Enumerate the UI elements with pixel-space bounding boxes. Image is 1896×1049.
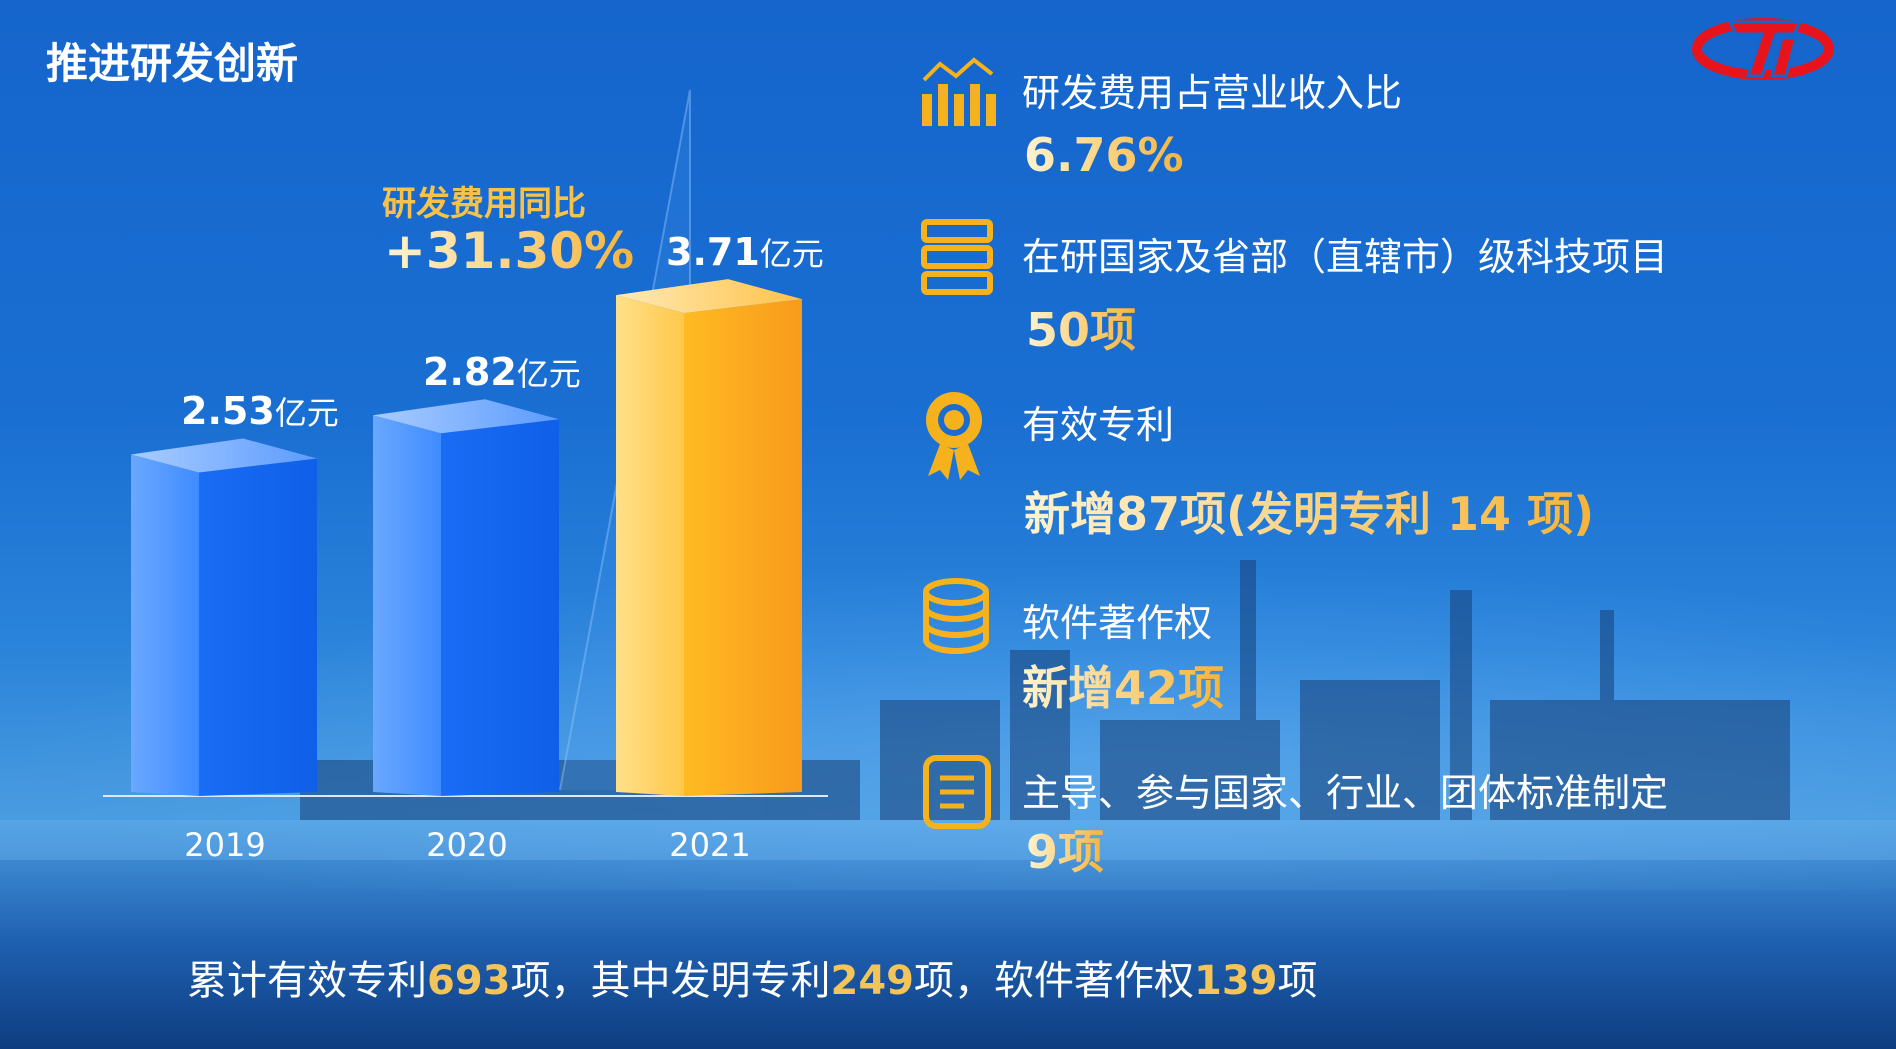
stat-label: 主导、参与国家、行业、团体标准制定	[1022, 771, 1669, 815]
stat-value: 50项	[1026, 294, 1136, 360]
stat-label: 软件著作权	[1022, 601, 1213, 645]
stat-value: 9项	[1026, 816, 1104, 882]
summary-text: 项，软件著作权	[914, 958, 1194, 1004]
summary-text: 累计有效专利	[187, 958, 427, 1004]
bar-right-face	[199, 458, 317, 796]
stat-value: 6.76%	[1024, 128, 1184, 182]
bar-right-face	[441, 419, 559, 796]
bar-value: 2.82	[423, 350, 517, 395]
summary-number: 693	[427, 958, 511, 1004]
summary-number: 249	[830, 958, 915, 1004]
bar-value-label: 3.71亿元	[666, 229, 824, 275]
bar-unit: 亿元	[274, 394, 339, 433]
bar-top-face	[131, 438, 317, 473]
bar-value-label: 2.53亿元	[181, 388, 339, 434]
bar-chart-icon	[922, 57, 996, 126]
bar-2020	[373, 399, 559, 796]
company-logo	[1692, 18, 1834, 80]
bar-top-face	[373, 399, 559, 434]
x-tick-label: 2020	[426, 826, 508, 864]
award-medal-icon	[926, 392, 982, 480]
bar-2021	[616, 279, 802, 796]
database-icon	[923, 578, 989, 655]
bar-left-face	[373, 415, 441, 796]
page-title: 推进研发创新	[46, 39, 299, 88]
yoy-value: +31.30%	[384, 222, 635, 280]
bar-unit: 亿元	[759, 235, 824, 274]
x-tick-label: 2019	[184, 826, 266, 864]
bar-top-face	[616, 279, 802, 314]
bar-2019	[131, 438, 317, 796]
bar-value: 2.53	[181, 389, 275, 434]
stat-value: 新增87项(发明专利 14 项)	[1024, 478, 1594, 544]
yoy-label: 研发费用同比	[382, 184, 586, 224]
cumulative-summary: 累计有效专利693项，其中发明专利249项，软件著作权139项	[187, 948, 1318, 1006]
bar-unit: 亿元	[516, 355, 581, 394]
x-tick-label: 2021	[669, 826, 751, 864]
summary-text: 项，其中发明专利	[510, 958, 831, 1004]
stat-label: 研发费用占营业收入比	[1022, 71, 1403, 115]
bar-left-face	[131, 454, 199, 796]
stat-label: 有效专利	[1022, 403, 1175, 447]
server-stack-icon	[921, 219, 993, 295]
stat-label: 在研国家及省部（直辖市）级科技项目	[1022, 235, 1669, 279]
document-list-icon	[923, 755, 991, 829]
bar-value: 3.71	[666, 230, 760, 275]
stat-value: 新增42项	[1022, 652, 1224, 718]
bar-value-label: 2.82亿元	[423, 349, 581, 395]
bar-right-face	[684, 299, 802, 796]
rd-expense-bar-chart	[103, 279, 828, 797]
summary-text: 项	[1277, 958, 1318, 1004]
bar-left-face	[616, 295, 684, 796]
summary-number: 139	[1194, 958, 1278, 1004]
